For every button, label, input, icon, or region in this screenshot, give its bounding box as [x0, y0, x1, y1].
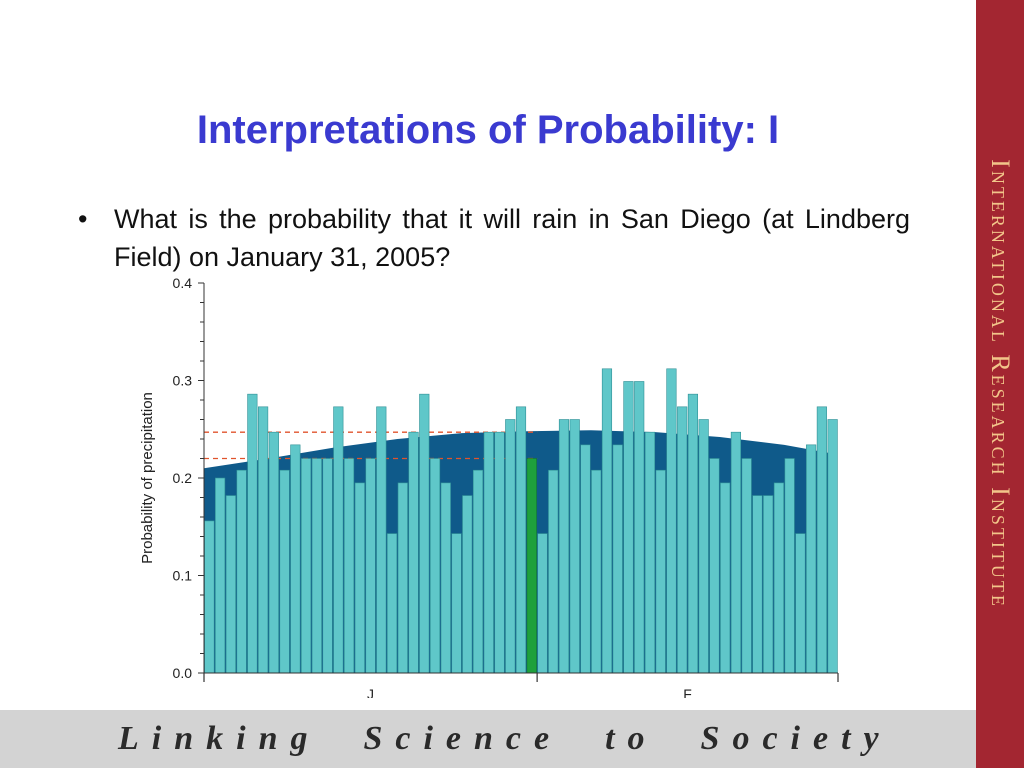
bar — [741, 458, 752, 674]
bar — [354, 482, 365, 674]
bar — [634, 381, 645, 674]
bar — [548, 469, 559, 674]
bar — [483, 431, 494, 674]
bar — [709, 458, 720, 674]
bar — [225, 495, 236, 674]
bar — [569, 419, 580, 674]
bar — [440, 482, 451, 674]
bar — [773, 482, 784, 674]
bar — [720, 482, 731, 674]
bullet-item: • What is the probability that it will r… — [78, 200, 910, 276]
bar — [623, 381, 634, 674]
bar — [752, 495, 763, 674]
bar — [419, 393, 430, 674]
bar — [247, 393, 258, 674]
footer-band — [0, 710, 976, 768]
bar — [591, 469, 602, 674]
precipitation-chart: Probability of precipitation 0.0 0.1 0.2 0.… — [139, 275, 839, 698]
bar — [268, 431, 279, 674]
bar — [451, 533, 462, 674]
bar — [322, 458, 333, 674]
bar — [279, 469, 290, 674]
bar — [333, 406, 344, 674]
y-tick-label: 0.3 — [173, 373, 193, 389]
footer-tagline: Linking Science to Society — [118, 720, 892, 757]
bar — [580, 444, 591, 674]
side-banner — [976, 0, 1024, 768]
slide-title: Interpretations of Probability: I — [196, 108, 780, 152]
bar — [827, 419, 838, 674]
bar — [763, 495, 774, 674]
bar — [258, 406, 269, 674]
bar — [795, 533, 806, 674]
y-tick-label: 0.0 — [173, 665, 193, 681]
bar — [376, 406, 387, 674]
bar — [215, 477, 226, 674]
bar — [301, 458, 312, 674]
bar — [666, 368, 677, 674]
bar — [698, 419, 709, 674]
bar — [806, 444, 817, 674]
y-axis-label: Probability of precipitation — [139, 392, 156, 564]
bar — [505, 419, 516, 674]
bar — [204, 520, 215, 674]
bar — [784, 458, 795, 674]
bullet-marker: • — [78, 204, 88, 234]
bar — [236, 469, 247, 674]
bar — [343, 458, 355, 674]
bar — [515, 406, 527, 674]
bar — [397, 482, 408, 674]
bar — [472, 469, 484, 674]
y-tick-label: 0.1 — [173, 568, 193, 584]
bullet-text: What is the probability that it will rai… — [114, 204, 910, 272]
bar — [687, 393, 699, 674]
bar — [730, 431, 741, 674]
bar — [290, 444, 301, 674]
y-tick-label: 0.4 — [173, 275, 193, 291]
highlight-bar — [526, 458, 537, 674]
bar — [462, 495, 473, 674]
bar — [655, 469, 666, 674]
bar — [816, 406, 827, 674]
side-banner-text: International Research Institute — [986, 159, 1015, 609]
x-month-label: F — [683, 686, 692, 698]
bar — [677, 406, 688, 674]
bar — [537, 533, 548, 674]
bar — [429, 458, 441, 674]
bar — [365, 458, 376, 674]
bar — [311, 458, 322, 674]
bar — [558, 419, 570, 674]
x-month-label: J — [367, 686, 374, 698]
y-tick-label: 0.2 — [173, 470, 193, 486]
bar — [408, 431, 419, 674]
bar — [386, 533, 398, 674]
bar — [644, 431, 656, 674]
bar — [612, 444, 623, 674]
bar — [601, 368, 613, 674]
bar — [494, 431, 505, 674]
